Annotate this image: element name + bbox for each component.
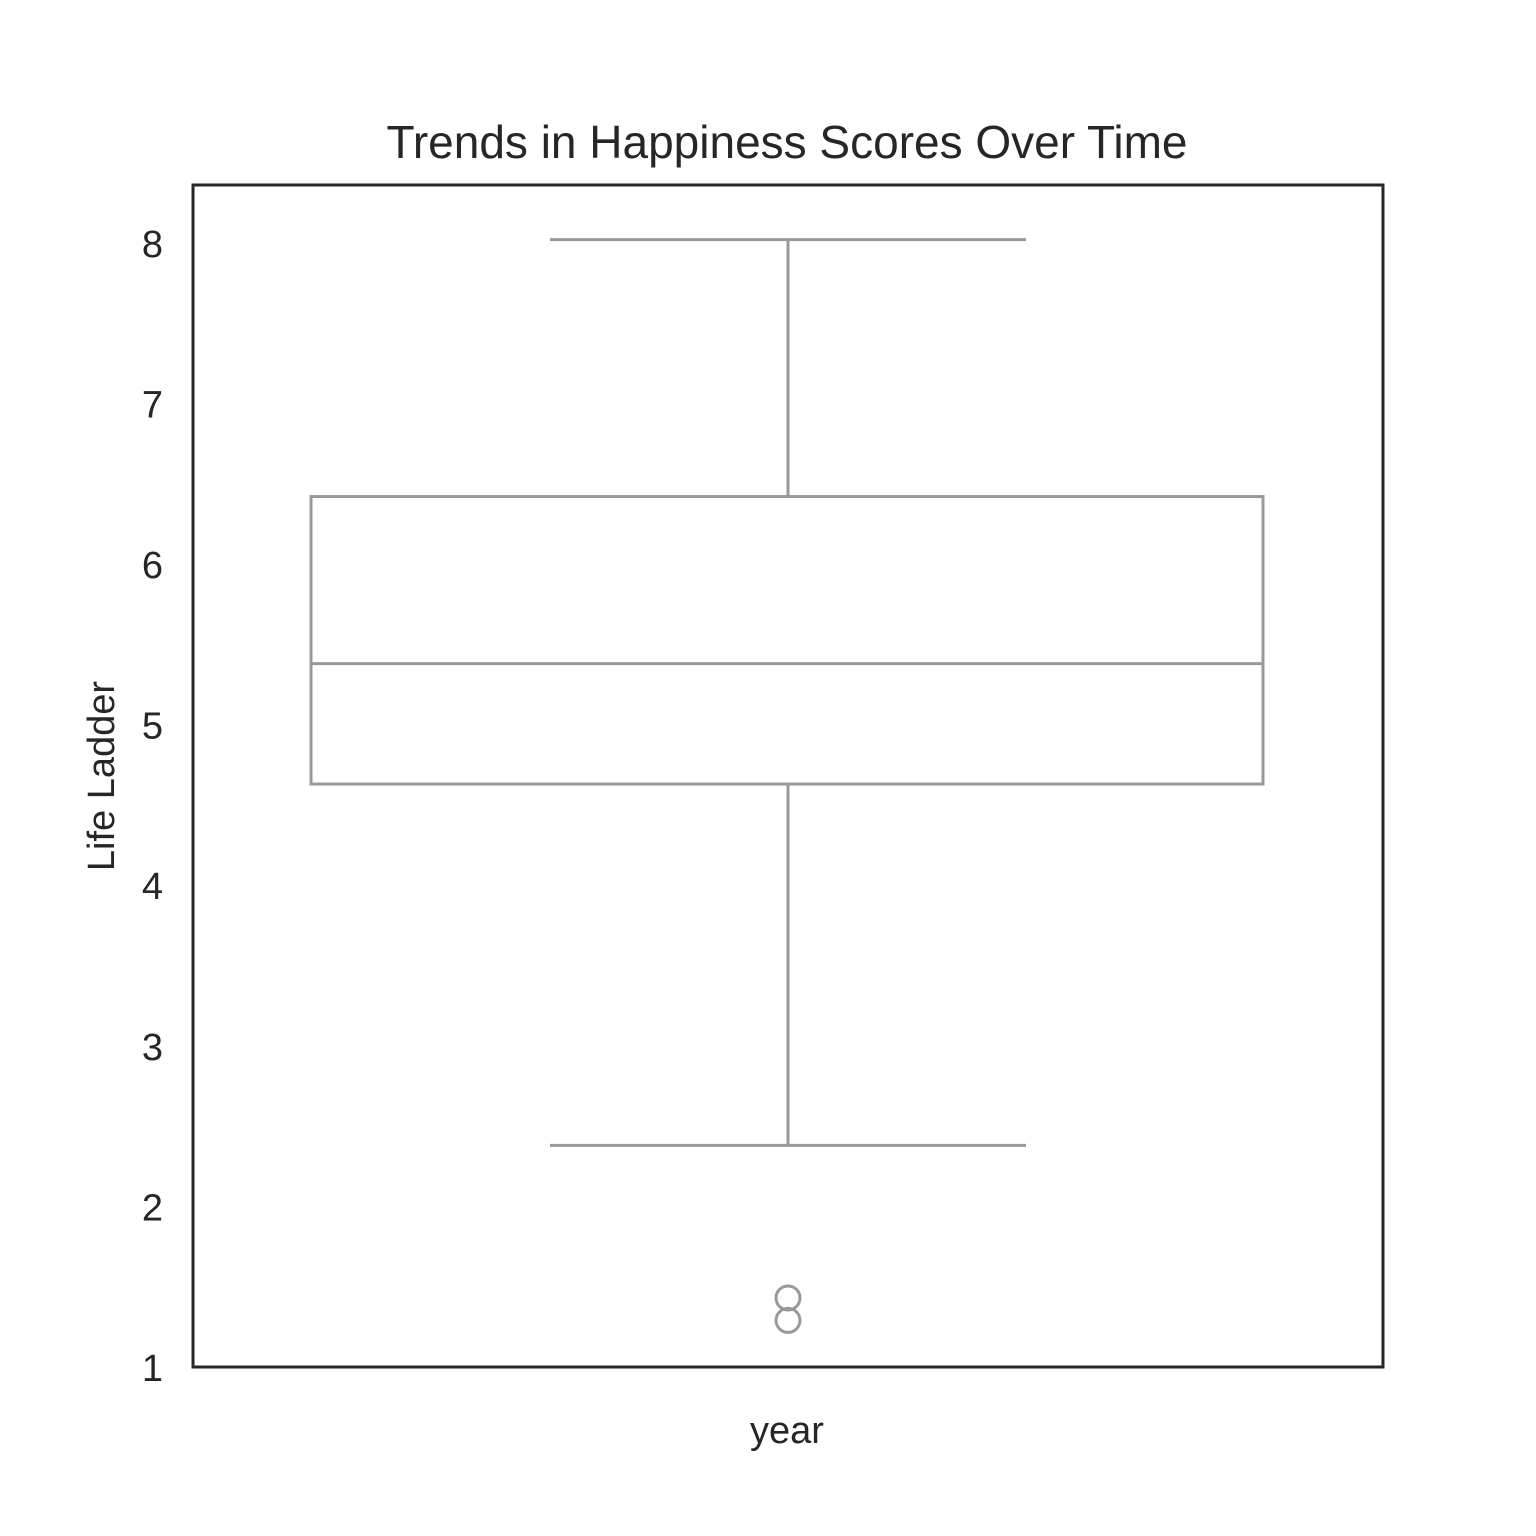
outlier-point xyxy=(774,1284,802,1312)
box-plot xyxy=(309,238,1265,1334)
y-axis-label: Life Ladder xyxy=(81,681,123,871)
y-axis-ticks: 1 2 3 4 5 6 7 8 xyxy=(142,224,163,1390)
y-tick-label: 4 xyxy=(142,866,163,908)
x-axis-label: year xyxy=(750,1410,824,1452)
y-tick-label: 1 xyxy=(142,1348,163,1390)
y-tick-label: 3 xyxy=(142,1027,163,1069)
y-tick-label: 2 xyxy=(142,1187,163,1229)
plot-frame xyxy=(191,183,1385,1369)
chart-title: Trends in Happiness Scores Over Time xyxy=(386,116,1187,168)
y-tick-label: 5 xyxy=(142,706,163,748)
iqr-box xyxy=(309,495,1265,786)
y-tick-label: 8 xyxy=(142,224,163,266)
y-tick-label: 7 xyxy=(142,384,163,426)
outlier-point xyxy=(774,1306,802,1334)
y-tick-label: 6 xyxy=(142,545,163,587)
